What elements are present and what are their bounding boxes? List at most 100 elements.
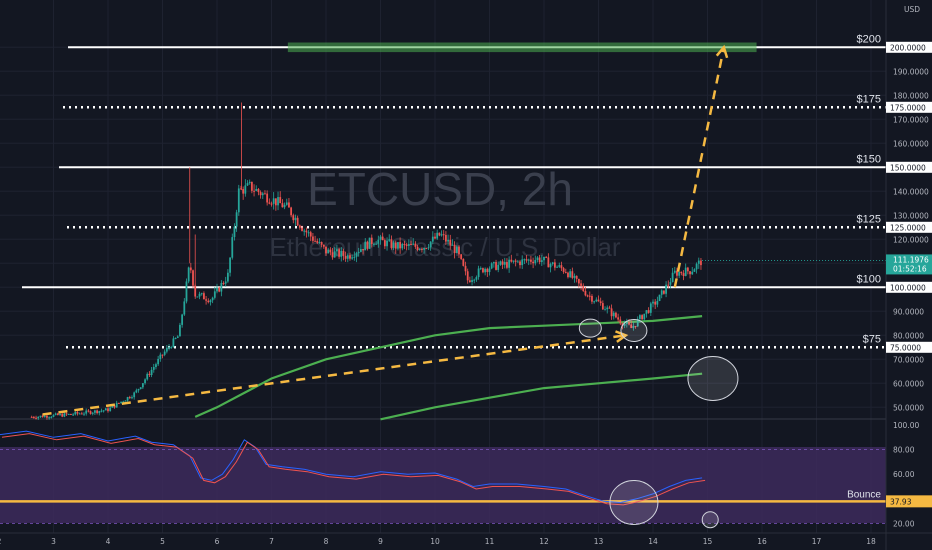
candle-body — [588, 295, 591, 297]
y-tick-label: 50.0000 — [893, 403, 924, 412]
candle-body — [244, 185, 247, 194]
level-axis-label: 125.0000 — [890, 223, 926, 232]
candle-body — [246, 183, 249, 186]
candle-body — [612, 312, 615, 317]
candle-body — [584, 290, 587, 296]
candle-body — [625, 322, 628, 324]
candle-body — [98, 411, 101, 414]
candle-body — [497, 264, 500, 270]
candle-body — [135, 390, 138, 393]
candle-body — [126, 397, 129, 401]
candle-body — [353, 256, 356, 258]
x-tick-label: 3 — [51, 537, 56, 546]
projection-arrowhead — [615, 330, 629, 343]
candle-body — [292, 215, 295, 221]
candle-body — [431, 236, 434, 242]
candle-body — [264, 193, 266, 195]
candle-body — [161, 354, 164, 356]
candle-body — [111, 405, 114, 408]
x-tick-label: 11 — [485, 537, 495, 546]
highlight-circle — [578, 318, 602, 338]
candle-body — [152, 367, 155, 370]
symbol-watermark: ETCUSD, 2h — [307, 163, 573, 215]
candle-body — [316, 240, 319, 243]
moving-average-line — [380, 372, 703, 421]
candle-body — [37, 416, 40, 419]
y-tick-label: 170.0000 — [893, 115, 929, 124]
candle-body — [608, 307, 611, 309]
candle-body — [189, 267, 192, 271]
candle-body — [425, 248, 428, 250]
candle-body — [632, 325, 635, 329]
candle-body — [290, 207, 293, 216]
candle-body — [364, 241, 367, 251]
candle-body — [266, 193, 269, 203]
candle-body — [445, 234, 447, 242]
candle-body — [333, 251, 336, 258]
candle-body — [455, 246, 458, 253]
candle-body — [508, 259, 511, 268]
candle-body — [309, 232, 312, 237]
candle-body — [113, 405, 116, 408]
candle-body — [560, 265, 563, 269]
candle-body — [521, 259, 524, 266]
candle-body — [468, 280, 471, 283]
candle-body — [486, 268, 489, 273]
candle-body — [451, 244, 454, 246]
candle-body — [87, 410, 90, 412]
candle-body — [375, 243, 378, 245]
candle-body — [595, 299, 598, 302]
x-tick-label: 10 — [430, 537, 440, 546]
candle-body — [148, 373, 151, 375]
candle-body — [510, 259, 513, 262]
candle-body — [575, 275, 578, 279]
price-axis[interactable]: 200.0000 190.0000 180.0000 170.0000 160.0000… — [886, 41, 932, 529]
candle-body — [318, 242, 321, 244]
candle-body — [213, 291, 216, 298]
rsi-tick-label: 60.00 — [893, 470, 915, 479]
candle-body — [610, 308, 613, 317]
x-tick-label: 17 — [812, 537, 822, 546]
candle-body — [120, 401, 122, 404]
candle-body — [274, 198, 277, 206]
candle-body — [200, 293, 203, 295]
candle-body — [115, 402, 118, 408]
candle-body — [231, 237, 234, 258]
candle-body — [492, 262, 495, 264]
rsi-tick-label: 100.00 — [893, 421, 919, 430]
candle-body — [630, 324, 633, 329]
candle-body — [124, 400, 127, 402]
candle-body — [606, 307, 609, 310]
y-tick-label: 80.0000 — [893, 331, 924, 340]
candle-body — [85, 410, 88, 414]
candle-body — [272, 198, 275, 204]
candle-body — [281, 203, 284, 208]
candle-body — [314, 240, 316, 242]
candle-body — [261, 193, 264, 196]
candle-body — [118, 402, 120, 404]
y-tick-label: 190.0000 — [893, 67, 929, 76]
level-axis-box — [886, 101, 932, 113]
candle-body — [277, 197, 279, 206]
candle-body — [54, 413, 57, 415]
candle-body — [362, 249, 364, 251]
candle-body — [294, 217, 297, 221]
candle-body — [652, 301, 654, 304]
candle-body — [357, 251, 360, 254]
candle-body — [187, 267, 190, 282]
candle-body — [686, 267, 689, 272]
x-tick-label: 12 — [539, 537, 549, 546]
level-label: $200 — [857, 33, 881, 45]
candle-body — [617, 317, 620, 320]
candle-body — [285, 202, 288, 205]
candle-body — [205, 299, 207, 301]
candle-body — [185, 281, 188, 302]
candle-body — [421, 249, 423, 251]
candle-body — [438, 232, 441, 236]
time-axis[interactable]: 2 3 4 5 6 7 8 9 10 11 12 13 14 15 16 17 18 — [0, 537, 876, 546]
candle-body — [436, 232, 439, 239]
candle-body — [647, 310, 650, 313]
candle-body — [562, 268, 565, 272]
candle-body — [680, 271, 683, 274]
candle-body — [460, 254, 463, 259]
